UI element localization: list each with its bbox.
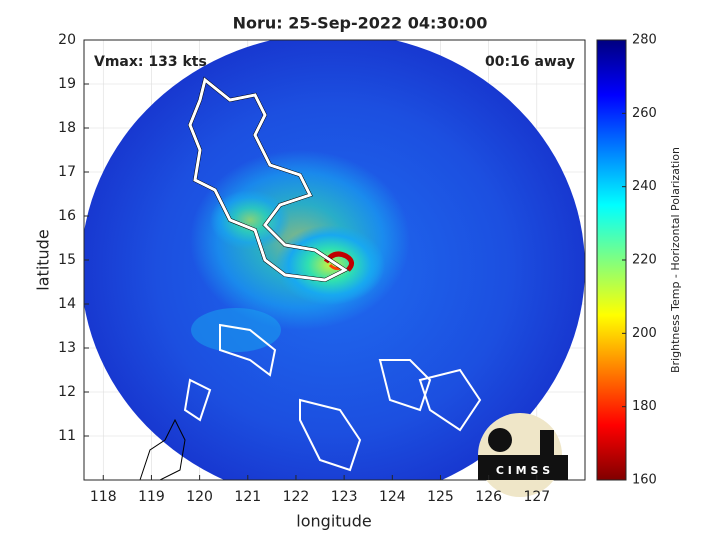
rain-band [210, 190, 290, 250]
x-tick-label: 119 [138, 489, 165, 505]
y-tick-label: 15 [58, 252, 76, 268]
x-axis-label: longitude [296, 512, 371, 531]
y-tick-label: 14 [58, 296, 76, 312]
y-tick-label: 17 [58, 164, 76, 180]
logo: C I M S S [478, 413, 568, 497]
x-tick-label: 122 [283, 489, 310, 505]
colorbar-tick-label: 160 [632, 473, 657, 488]
y-tick-label: 19 [58, 76, 76, 92]
y-tick-label: 11 [58, 428, 76, 444]
x-tick-label: 121 [234, 489, 261, 505]
x-tick-label: 118 [90, 489, 117, 505]
x-tick-label: 127 [523, 489, 550, 505]
rain-band [191, 308, 281, 352]
logo-base [478, 455, 568, 480]
time-annotation: 00:16 away [485, 54, 575, 70]
y-tick-label: 18 [58, 120, 76, 136]
logo-tower [540, 430, 554, 455]
swath-image [84, 40, 585, 480]
colorbar-tick-label: 260 [632, 106, 657, 121]
vmax-annotation: Vmax: 133 kts [94, 54, 207, 70]
title: Noru: 25-Sep-2022 04:30:00 [233, 14, 488, 33]
y-tick-label: 20 [58, 32, 76, 48]
colorbar-label: Brightness Temp - Horizontal Polarizatio… [669, 147, 682, 373]
colorbar-tick-label: 220 [632, 253, 657, 268]
coastline-outside [139, 418, 186, 480]
y-tick-label: 12 [58, 384, 76, 400]
eyewall [323, 251, 354, 272]
y-axis-label: latitude [34, 229, 53, 290]
x-tick-label: 125 [427, 489, 454, 505]
logo-text: C I M S S [496, 464, 550, 477]
coastline [183, 76, 482, 472]
x-tick-label: 126 [475, 489, 502, 505]
colorbar-tick-label: 280 [632, 33, 657, 48]
x-tick-label: 123 [331, 489, 358, 505]
y-tick-label: 13 [58, 340, 76, 356]
x-tick-label: 124 [379, 489, 406, 505]
y-tick-label: 16 [58, 208, 76, 224]
colorbar-tick-label: 200 [632, 326, 657, 341]
colorbar [596, 39, 627, 481]
x-tick-label: 120 [186, 489, 213, 505]
colorbar-tick-label: 180 [632, 399, 657, 414]
colorbar-tick-label: 240 [632, 179, 657, 194]
logo-dish [488, 428, 512, 452]
